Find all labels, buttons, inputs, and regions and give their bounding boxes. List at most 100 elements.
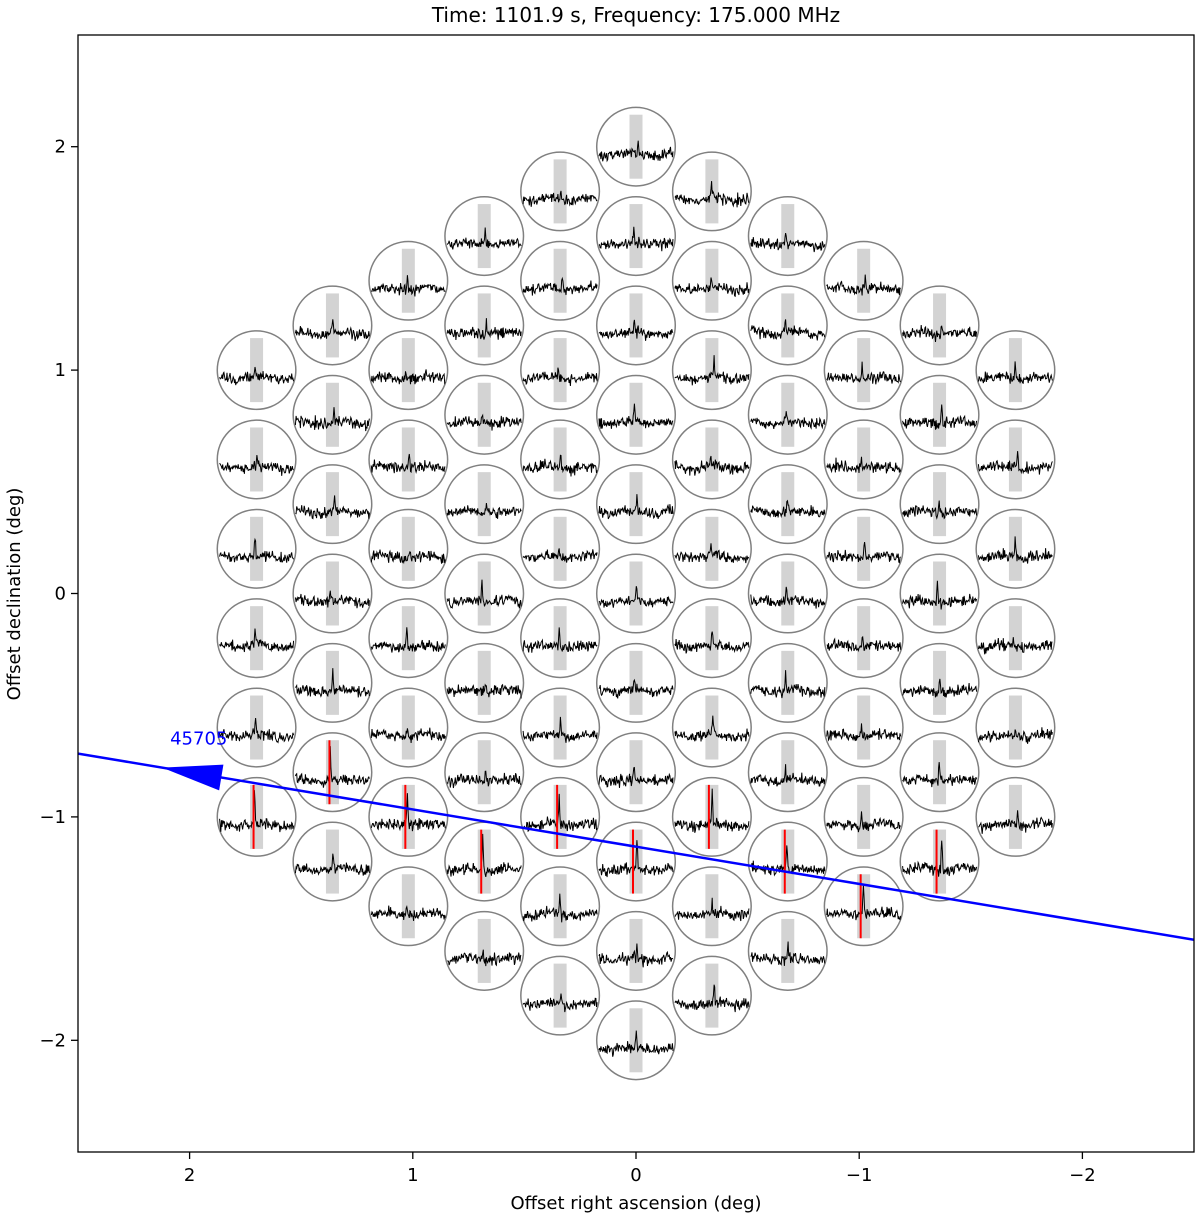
beam-trace: [750, 232, 826, 253]
beam-trace: [826, 542, 901, 564]
beam: [595, 553, 677, 634]
beam-trace: [826, 274, 901, 296]
pulse-window: [553, 963, 567, 1028]
beam: [368, 240, 449, 321]
beam: [520, 598, 601, 679]
beam-trace: [219, 454, 294, 476]
pulse-window: [705, 427, 719, 492]
beam: [747, 196, 828, 277]
beam-trace: [446, 413, 522, 431]
beam-trace: [370, 627, 446, 653]
x-tick-label: 0: [630, 1165, 641, 1186]
beam: [595, 285, 677, 366]
pulse-window: [553, 159, 567, 224]
beam: [292, 464, 373, 545]
x-tick-label: −1: [846, 1165, 873, 1186]
pulse-window: [250, 338, 264, 403]
pulse-window: [933, 561, 947, 626]
beam: [444, 464, 525, 545]
pulse-window: [553, 874, 567, 939]
pulse-window: [250, 516, 264, 581]
beam-trace: [750, 586, 826, 609]
beam: [899, 821, 980, 902]
beam-trace: [902, 840, 978, 877]
pulse-window: [629, 293, 643, 358]
beam-trace: [750, 764, 826, 787]
beam: [520, 419, 601, 500]
beam-trace: [371, 275, 446, 297]
pulse-window: [477, 918, 491, 983]
beam-trace: [978, 810, 1053, 834]
beam-trace: [447, 949, 522, 967]
beam-trace: [674, 897, 750, 922]
beam: [823, 330, 904, 411]
beam: [520, 151, 601, 232]
beam: [292, 374, 373, 455]
pulse-window: [553, 248, 567, 313]
beam: [823, 687, 904, 768]
pulse-window: [781, 650, 795, 715]
beam: [216, 598, 297, 679]
beam: [899, 374, 980, 455]
beam-trace: [370, 549, 446, 565]
beam-trace: [977, 536, 1053, 564]
beam-trace: [750, 319, 826, 341]
beam-trace: [750, 411, 826, 430]
beam-trace: [674, 181, 750, 208]
beam: [823, 508, 904, 589]
pulse-window: [781, 561, 795, 626]
beam: [747, 374, 828, 455]
beam-trace: [522, 548, 598, 563]
beam-trace: [674, 543, 750, 564]
track-line: [78, 752, 1194, 942]
beam: [747, 821, 828, 902]
beam: [216, 776, 297, 857]
pulse-window: [781, 382, 795, 447]
beam-trace: [674, 355, 750, 386]
beam-trace: [598, 140, 674, 163]
beam-trace: [826, 885, 902, 921]
beam: [595, 374, 677, 455]
beam-trace: [294, 319, 370, 342]
beam: [975, 419, 1056, 500]
beam: [747, 553, 828, 634]
pulse-window: [477, 293, 491, 358]
beam: [595, 732, 677, 813]
beam: [292, 821, 373, 902]
y-axis-label: Offset declination (deg): [4, 488, 25, 701]
pulse-window: [933, 382, 947, 447]
beam-trace: [294, 668, 370, 698]
beam: [975, 508, 1056, 589]
pulse-window: [857, 606, 871, 671]
beam-trace: [674, 631, 750, 654]
beam-trace: [522, 993, 598, 1013]
beam: [368, 508, 449, 589]
beam: [595, 1000, 677, 1081]
beam: [747, 464, 828, 545]
beam: [975, 687, 1056, 768]
beam-trace: [446, 683, 522, 699]
pulse-window: [1008, 427, 1022, 492]
beam-trace: [598, 766, 674, 788]
beam: [899, 553, 980, 634]
beam-trace: [219, 717, 295, 744]
beam: [671, 240, 752, 321]
pulse-window: [857, 338, 871, 403]
track-arrow-head: [162, 764, 224, 791]
beam-trace: [294, 590, 370, 609]
beam-trace: [598, 494, 674, 520]
beam-trace: [977, 451, 1053, 475]
beam-trace: [446, 318, 522, 341]
beam-trace: [826, 723, 902, 742]
beam-trace: [902, 500, 978, 520]
beam-trace: [370, 369, 446, 385]
x-axis-ticks: 2 1 0 −1 −2: [184, 1152, 1096, 1186]
beam: [899, 732, 980, 813]
beam-trace: [598, 403, 674, 429]
pulse-window: [629, 1008, 643, 1073]
beam: [975, 598, 1056, 679]
beam-trace: [446, 770, 522, 789]
beam: [444, 553, 525, 634]
beam: [444, 642, 525, 723]
